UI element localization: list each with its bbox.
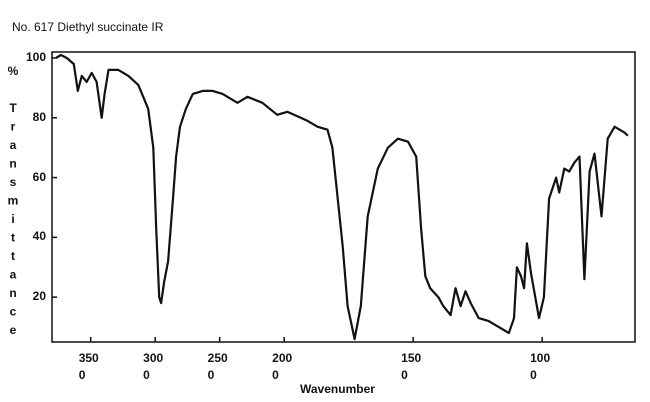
x-tick-label: 3000 xyxy=(143,351,164,382)
y-tick-label: 60 xyxy=(32,169,46,184)
x-tick-label: 1500 xyxy=(401,351,422,382)
y-tick-label: 80 xyxy=(32,109,46,124)
x-tick-label: 2500 xyxy=(207,351,228,382)
y-tick-label: 100 xyxy=(25,49,46,64)
y-axis-label: % Transmittance xyxy=(6,64,20,342)
chart-title: No. 617 Diethyl succinate IR xyxy=(12,20,164,34)
x-tick-label: 2000 xyxy=(272,351,293,382)
spectrum-line xyxy=(55,53,629,341)
y-tick-label: 20 xyxy=(32,289,46,304)
x-axis-label: Wavenumber xyxy=(300,382,375,396)
x-tick-label: 1000 xyxy=(530,351,551,382)
x-tick-label: 3500 xyxy=(78,351,99,382)
y-tick-label: 40 xyxy=(32,229,46,244)
plot-frame xyxy=(51,51,636,343)
